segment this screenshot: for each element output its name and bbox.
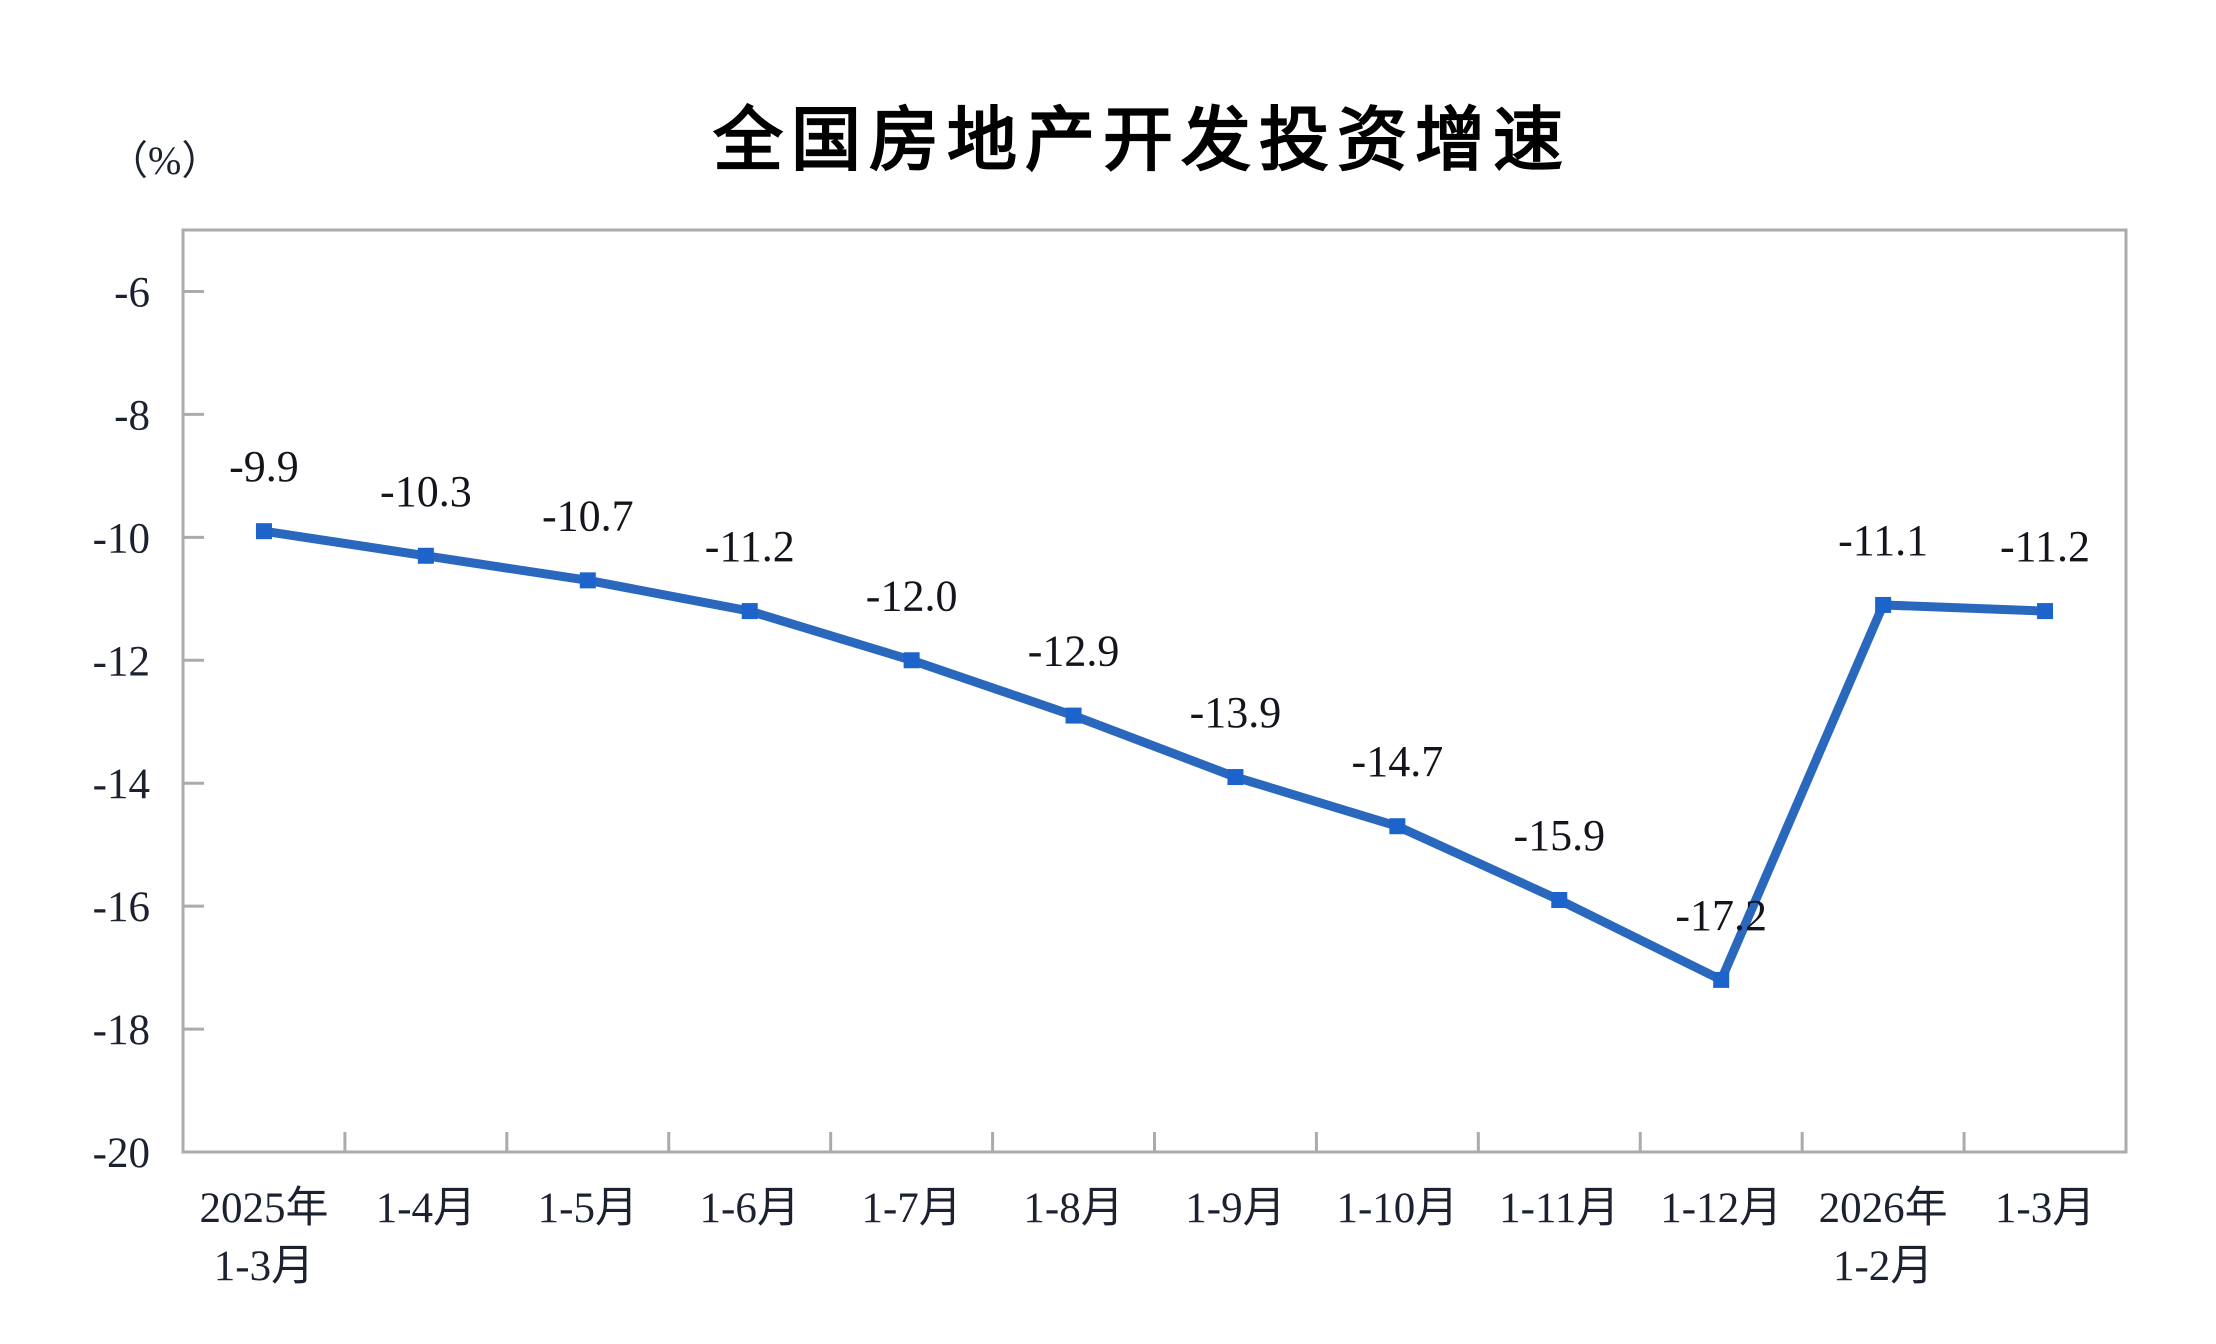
y-axis-tick-label: -8 (114, 392, 150, 439)
data-label: -9.9 (229, 442, 299, 491)
x-axis-category-label: 1-9月 (1185, 1185, 1285, 1232)
x-axis-category-label: 1-6月 (700, 1185, 800, 1232)
x-axis-category-label: 1-10月 (1336, 1185, 1458, 1232)
data-point-marker (2037, 603, 2054, 620)
x-axis-category-label: 2026年 (1819, 1185, 1948, 1232)
data-point-marker (1713, 971, 1730, 988)
x-axis-category-label: 1-5月 (538, 1185, 638, 1232)
y-axis-tick-label: -6 (114, 269, 150, 316)
data-point-marker (255, 523, 272, 540)
y-axis-tick-label: -14 (93, 761, 150, 808)
chart-title: 全国房地产开发投资增速 (713, 101, 1571, 179)
data-point-marker (741, 603, 758, 620)
x-axis-category-label: 1-12月 (1660, 1185, 1782, 1232)
plot-area-border (181, 228, 2128, 1154)
data-point-marker (1551, 891, 1568, 908)
series-line (263, 526, 2046, 987)
y-axis-tick-label: -16 (93, 884, 150, 931)
x-axis-category-label: 1-2月 (1833, 1243, 1933, 1290)
x-axis-category-label: 1-8月 (1023, 1185, 1123, 1232)
data-label: -11.1 (1838, 516, 1928, 565)
data-label: -14.7 (1352, 737, 1444, 786)
data-label: -15.9 (1513, 811, 1605, 860)
x-axis-category-label: 1-3月 (214, 1243, 314, 1290)
y-axis-unit-label: （%） (108, 138, 222, 183)
data-label: -10.3 (380, 467, 472, 516)
data-point-marker (1875, 596, 1892, 613)
data-point-marker (1389, 818, 1406, 835)
data-point-marker (1227, 769, 1244, 786)
y-axis-tick-label: -18 (93, 1007, 150, 1054)
data-label: -12.9 (1028, 627, 1120, 676)
data-point-marker (903, 652, 920, 669)
y-axis-tick-label: -10 (93, 515, 150, 562)
y-axis-tick-label: -12 (93, 638, 150, 685)
data-label: -11.2 (705, 522, 795, 571)
data-label: -12.0 (866, 571, 958, 620)
data-point-marker (1065, 707, 1082, 724)
data-label: -17.2 (1675, 891, 1767, 940)
data-label: -10.7 (542, 491, 634, 540)
y-axis-tick-label: -20 (93, 1130, 150, 1177)
x-axis-category-label: 1-3月 (1995, 1185, 2095, 1232)
x-axis-category-label: 1-4月 (376, 1185, 476, 1232)
x-axis-category-label: 1-11月 (1499, 1185, 1619, 1232)
data-label: -11.2 (2000, 522, 2090, 571)
data-point-marker (579, 572, 596, 589)
x-axis-category-label: 2025年 (199, 1185, 328, 1232)
data-label: -13.9 (1190, 688, 1282, 737)
data-point-marker (417, 547, 434, 564)
x-axis-category-label: 1-7月 (861, 1185, 961, 1232)
